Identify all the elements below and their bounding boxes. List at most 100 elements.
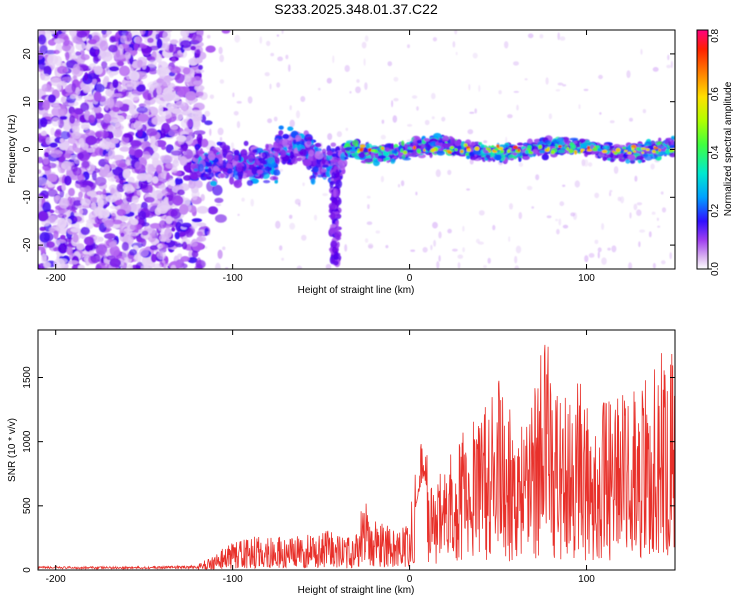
spectrogram-blob [57,243,68,254]
spectrogram-blob [139,247,149,257]
spectrogram-blob [652,149,656,154]
spectrogram-blob [281,257,284,261]
spectrogram-blob [466,188,470,191]
spectrogram-blob [166,178,176,189]
spectrogram-blob [70,154,80,161]
spectrogram-blob [183,175,192,181]
spectrogram-y-label: Frequency (Hz) [7,115,18,184]
spectrogram-blob [285,54,289,60]
y-tick-label: 0 [22,567,33,573]
spectrogram-blob [94,130,105,138]
spectrogram-blob [667,141,672,147]
spectrogram-blob [633,150,637,153]
spectrogram-blob [674,145,675,148]
spectrogram-blob [125,159,131,165]
spectrogram-blob [240,150,247,155]
spectrogram-blob [156,67,169,77]
spectrogram-blob [330,212,336,221]
spectrogram-blob [569,137,579,141]
spectrogram-blob [74,108,84,115]
spectrogram-blob [151,190,157,200]
spectrogram-blob [116,209,127,217]
spectrogram-blob [512,145,519,150]
spectrogram-blob [219,54,224,63]
spectrogram-blob [147,81,159,89]
spectrogram-blob [128,103,135,115]
spectrogram-blob [76,152,84,160]
spectrogram-blob [325,263,332,269]
spectrogram-blob [669,152,675,158]
spectrogram-blob [72,233,79,243]
spectrogram-blob [138,210,147,220]
spectrogram-blob [47,94,57,103]
spectrogram-blob [150,136,156,145]
spectrogram-blob [549,143,556,148]
spectrogram-blob [595,145,600,149]
spectrogram-blob [394,148,398,155]
spectrogram-blob [236,163,243,173]
spectrogram-blob [278,125,284,130]
spectrogram-blob [487,149,492,152]
y-tick-label: 10 [22,96,33,108]
spectrogram-blob [657,144,663,149]
spectrogram-blob [332,55,335,64]
spectrogram-blob [509,203,513,210]
spectrogram-blob [68,260,79,265]
spectrogram-blob [429,141,438,147]
spectrogram-blob [366,221,373,225]
spectrogram-blob [478,142,483,146]
spectrogram-blob [279,168,283,172]
spectrogram-blob [140,265,153,269]
spectrogram-blob [61,30,69,33]
spectrogram-blob [385,156,390,161]
spectrogram-blob [147,203,157,212]
spectrogram-blob [204,110,210,117]
spectrogram-blob [322,164,329,168]
spectrogram-blob [174,243,184,248]
spectrogram-blob [658,148,661,152]
spectrogram-blob [539,149,546,154]
spectrogram-blob [183,149,194,160]
spectrogram-blob [177,253,183,258]
spectrogram-blob [49,142,58,148]
spectrogram-blob [415,191,418,196]
spectrogram-blob [381,119,385,124]
spectrogram-blob [120,35,128,44]
spectrogram-blob [201,138,208,147]
spectrogram-blob [44,151,49,158]
spectrogram-blob [559,36,566,41]
spectrogram-blob [446,149,451,153]
spectrogram-blob [282,138,288,148]
spectrogram-blob [364,158,374,163]
spectrogram-blob [171,108,182,114]
spectrogram-blob [159,220,167,229]
spectrogram-blob [60,96,67,103]
spectrogram-blob [168,43,174,53]
spectrogram-blob [175,100,186,108]
spectrogram-blob [57,34,68,40]
spectrogram-blob [532,149,538,154]
spectrogram-blob [381,147,384,150]
spectrogram-blob [500,150,504,154]
spectrogram-blob [508,154,515,159]
spectrogram-blob [556,137,564,143]
spectrogram-blob [90,202,97,210]
spectrogram-blob [669,148,673,153]
spectrogram-blob [597,247,602,253]
spectrogram-blob [215,203,222,207]
spectrogram-blob [144,196,155,203]
spectrogram-blob [670,135,675,140]
spectrogram-blob [156,164,163,174]
spectrogram-blob [73,121,81,127]
spectrogram-blob [363,58,366,66]
spectrogram-blob [431,92,436,100]
spectrogram-blob [156,251,167,260]
spectrogram-blob [416,106,419,111]
spectrogram-blob [38,196,42,207]
spectrogram-blob [330,224,337,228]
spectrogram-blob [130,218,139,226]
spectrogram-blob [671,139,675,146]
spectrogram-blob [156,38,163,49]
spectrogram-blob [504,41,509,49]
